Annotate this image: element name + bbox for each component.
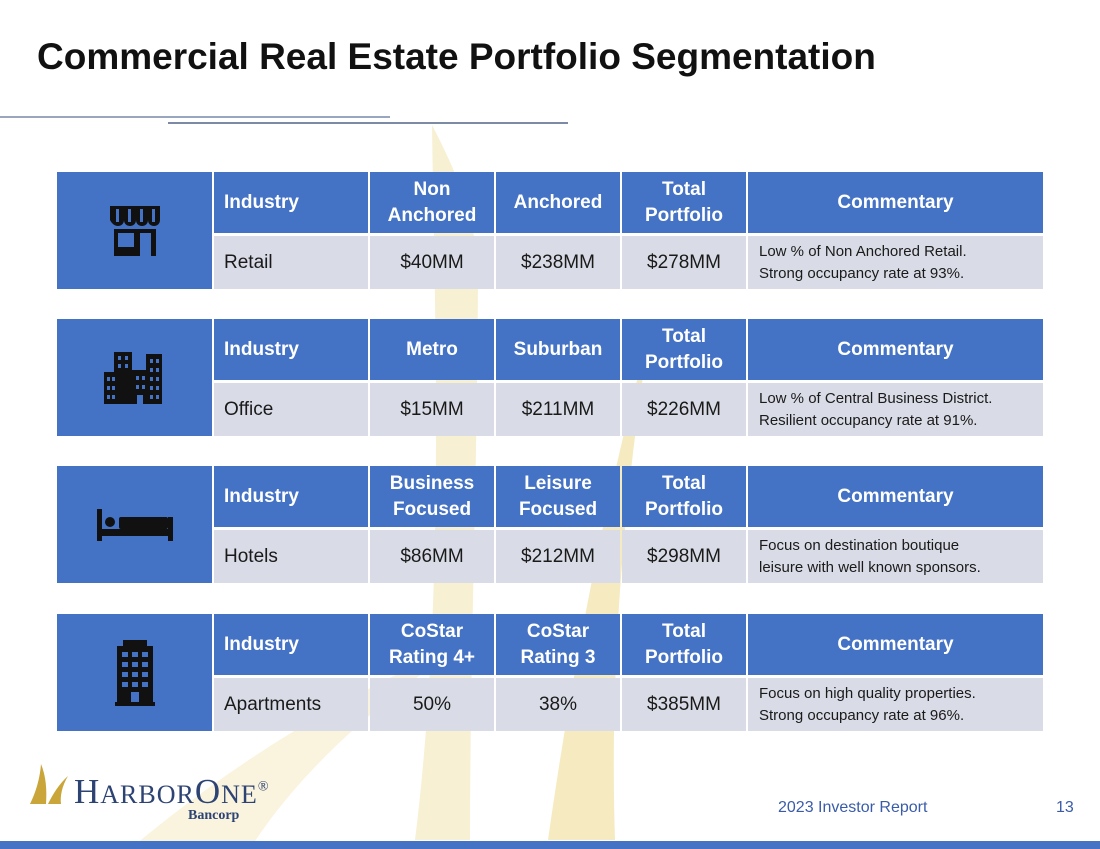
col-2-value: $40MM (370, 236, 494, 289)
commentary-line-2: Strong occupancy rate at 96%. (759, 706, 965, 724)
total-portfolio-value: $278MM (622, 236, 746, 289)
page-number: 13 (1056, 799, 1074, 816)
apartments-segment-table: Industry CoStar Rating 4+ CoStar Rating … (57, 614, 1043, 731)
hotels-segment-table: Industry Business Focused Leisure Focuse… (57, 466, 1043, 583)
header-col-3: Anchored (496, 172, 620, 233)
commentary-line-1: Low % of Non Anchored Retail. (759, 242, 967, 260)
hotel-bed-icon (57, 466, 212, 583)
total-portfolio-value: $226MM (622, 383, 746, 436)
header-col-2: Non Anchored (370, 172, 494, 233)
header-commentary: Commentary (748, 319, 1043, 380)
title-underline (0, 116, 568, 124)
commentary-text: Focus on destination boutique leisure wit… (748, 530, 1043, 583)
header-col-3: Leisure Focused (496, 466, 620, 527)
commentary-line-2: Strong occupancy rate at 93%. (759, 264, 965, 282)
header-col-2: Business Focused (370, 466, 494, 527)
office-buildings-icon (57, 319, 212, 436)
header-industry: Industry (214, 614, 368, 675)
col-2-value: 50% (370, 678, 494, 731)
industry-value: Apartments (214, 678, 368, 731)
footer-bar (0, 841, 1100, 849)
header-col-3: Suburban (496, 319, 620, 380)
logo-wordmark: HARBORONE® (74, 772, 270, 811)
header-total-portfolio: Total Portfolio (622, 172, 746, 233)
col-3-value: $212MM (496, 530, 620, 583)
header-commentary: Commentary (748, 466, 1043, 527)
retail-segment-table: Industry Non Anchored Anchored Total Por… (57, 172, 1043, 289)
storefront-icon (57, 172, 212, 289)
header-commentary: Commentary (748, 614, 1043, 675)
office-segment-table: Industry Metro Suburban Total Portfolio … (57, 319, 1043, 436)
header-industry: Industry (214, 466, 368, 527)
commentary-line-1: Focus on high quality properties. (759, 684, 976, 702)
header-industry: Industry (214, 172, 368, 233)
commentary-text: Low % of Central Business District. Resil… (748, 383, 1043, 436)
industry-value: Retail (214, 236, 368, 289)
commentary-text: Focus on high quality properties. Strong … (748, 678, 1043, 731)
industry-value: Hotels (214, 530, 368, 583)
col-3-value: $211MM (496, 383, 620, 436)
header-total-portfolio: Total Portfolio (622, 614, 746, 675)
col-3-value: 38% (496, 678, 620, 731)
header-col-3: CoStar Rating 3 (496, 614, 620, 675)
sail-logo-icon (30, 764, 68, 804)
apartment-building-icon (57, 614, 212, 731)
header-total-portfolio: Total Portfolio (622, 319, 746, 380)
total-portfolio-value: $385MM (622, 678, 746, 731)
industry-value: Office (214, 383, 368, 436)
commentary-line-2: leisure with well known sponsors. (759, 558, 981, 576)
commentary-text: Low % of Non Anchored Retail. Strong occu… (748, 236, 1043, 289)
commentary-line-2: Resilient occupancy rate at 91%. (759, 411, 978, 429)
col-3-value: $238MM (496, 236, 620, 289)
col-2-value: $86MM (370, 530, 494, 583)
total-portfolio-value: $298MM (622, 530, 746, 583)
report-name: 2023 Investor Report (778, 799, 928, 816)
header-total-portfolio: Total Portfolio (622, 466, 746, 527)
page-title: Commercial Real Estate Portfolio Segment… (37, 36, 876, 77)
commentary-line-1: Low % of Central Business District. (759, 389, 993, 407)
header-industry: Industry (214, 319, 368, 380)
logo-subtitle: Bancorp (188, 808, 240, 823)
harborone-logo: HARBORONE® Bancorp (26, 762, 326, 832)
commentary-line-1: Focus on destination boutique (759, 536, 960, 554)
header-col-2: CoStar Rating 4+ (370, 614, 494, 675)
header-commentary: Commentary (748, 172, 1043, 233)
header-col-2: Metro (370, 319, 494, 380)
col-2-value: $15MM (370, 383, 494, 436)
